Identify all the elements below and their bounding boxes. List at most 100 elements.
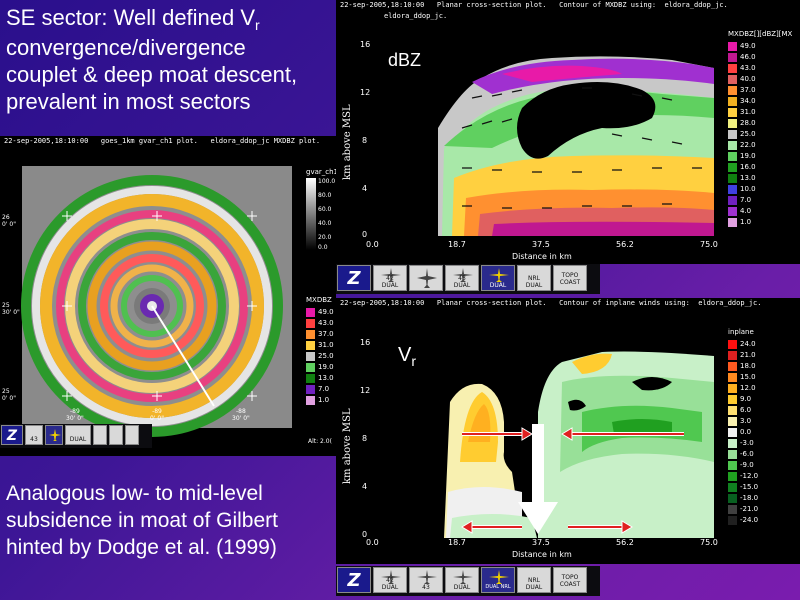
vr-legend-value: -9.0 [740, 461, 754, 469]
dbz-legend-swatch [728, 174, 737, 183]
vr-y-tick: 16 [360, 338, 371, 347]
dbz-x-tick: 37.5 [532, 240, 550, 249]
dbz-window: 22-sep-2005,18:10:00 Planar cross-sectio… [336, 0, 800, 264]
dbz-legend-swatch [728, 64, 737, 73]
plane-view-button[interactable] [409, 265, 443, 291]
vr-legend-value: 9.0 [740, 395, 752, 403]
vr-legend-value: -3.0 [740, 439, 754, 447]
plane-43-button[interactable]: 43 [409, 567, 443, 593]
dbz-legend-value: 19.0 [740, 152, 756, 160]
vr-y-tick: 0 [362, 530, 368, 539]
caption-top-line2: convergence/divergence [6, 35, 246, 60]
vr-legend-swatch [728, 472, 737, 481]
vr-legend-swatch [728, 417, 737, 426]
topo-coast-label: TOPO COAST [559, 272, 581, 286]
dual-nrl-active-button[interactable]: DUAL NRL [481, 567, 515, 593]
dbz-legend-value: 49.0 [740, 42, 756, 50]
ppi-alt-readout: Alt: 2.0( [308, 438, 332, 445]
vr-x-tick: 18.7 [448, 538, 466, 547]
ppi-dbz-legend-value: 37.0 [318, 330, 334, 338]
vr-legend-value: 3.0 [740, 417, 752, 425]
dbz-y-tick: 12 [360, 88, 371, 97]
dbz-panel-label: dBZ [388, 50, 422, 70]
vr-legend-value: 6.0 [740, 406, 752, 414]
dbz-legend-value: 10.0 [740, 185, 756, 193]
dbz-legend-swatch [728, 97, 737, 106]
ppi-dbz-legend-value: 31.0 [318, 341, 334, 349]
nrl-dual-label: NRL DUAL [525, 577, 543, 591]
dbz-legend-swatch [728, 218, 737, 227]
dbz-y-tick: 16 [360, 40, 371, 49]
ppi-tool-button[interactable] [109, 425, 123, 445]
dual-42-button[interactable]: 42 DUAL [373, 567, 407, 593]
zoom-button[interactable]: Z [337, 265, 371, 291]
plane-42-button[interactable]: 43 [25, 425, 43, 445]
nrl-dual-button[interactable]: NRL DUAL [517, 265, 551, 291]
zoom-button[interactable]: Z [1, 425, 23, 445]
vr-legend-swatch [728, 428, 737, 437]
dbz-legend-value: 34.0 [740, 97, 756, 105]
dbz-legend-swatch [728, 207, 737, 216]
caption-top: SE sector: Well defined Vr convergence/d… [6, 4, 336, 115]
ppi-dbz-legend-value: 7.0 [318, 385, 330, 393]
gvar-legend-value: 80.0 [318, 192, 332, 199]
zoom-button[interactable]: Z [337, 567, 371, 593]
dbz-legend-swatch [728, 75, 737, 84]
airplane-icon [453, 570, 473, 584]
plane-icon-button[interactable] [45, 425, 63, 445]
airplane-icon [381, 268, 401, 282]
topo-coast-label: TOPO COAST [559, 574, 581, 588]
vr-legend-swatch [728, 406, 737, 415]
vr-x-tick: 56.2 [616, 538, 634, 547]
dbz-legend-value: 25.0 [740, 130, 756, 138]
dbz-x-tick: 56.2 [616, 240, 634, 249]
dbz-legend-swatch [728, 108, 737, 117]
ppi-lon-label-1: -89 30' 0" [66, 408, 84, 422]
vr-legend-swatch [728, 505, 737, 514]
vr-legend-value: -6.0 [740, 450, 754, 458]
dbz-legend-value: 28.0 [740, 119, 756, 127]
dbz-legend-swatch [728, 141, 737, 150]
dbz-legend-value: 13.0 [740, 174, 756, 182]
dbz-legend-swatch [728, 119, 737, 128]
topo-coast-button[interactable]: TOPO COAST [553, 567, 587, 593]
dbz-window-title-2: eldora_ddop_jc. [384, 12, 448, 20]
dual-42-label: 42 DUAL [381, 275, 399, 289]
vr-legend-swatch [728, 494, 737, 503]
vr-legend-swatch [728, 461, 737, 470]
ppi-grid-button[interactable] [125, 425, 139, 445]
ppi-toolbar: Z 43 DUAL [0, 424, 152, 448]
dual-43-button[interactable]: 43 DUAL [445, 265, 479, 291]
vr-panel-label-sub: r [411, 353, 417, 369]
dbz-x-tick: 0.0 [366, 240, 379, 249]
vr-legend-value: 12.0 [740, 384, 756, 392]
vr-legend-value: 24.0 [740, 340, 756, 348]
dual-42-button[interactable]: 42 DUAL [373, 265, 407, 291]
dbz-legend-value: 16.0 [740, 163, 756, 171]
vr-legend-value: 0.0 [740, 428, 752, 436]
vr-legend-value: -12.0 [740, 472, 759, 480]
vr-legend-swatch [728, 516, 737, 525]
ppi-window-title: 22-sep-2005,18:10:00 goes_1km gvar_ch1 p… [4, 137, 321, 145]
ppi-gvar-legend: 100.0 80.0 60.0 40.0 20.0 0.0 [306, 178, 336, 251]
dbz-legend-swatch [728, 163, 737, 172]
dual-button[interactable]: DUAL [445, 567, 479, 593]
airplane-icon [417, 570, 437, 584]
nrl-dual-button[interactable]: NRL DUAL [517, 567, 551, 593]
dual-active-button[interactable]: DUAL [481, 265, 515, 291]
gvar-legend-value: 60.0 [318, 206, 332, 213]
dbz-legend-value: 22.0 [740, 141, 756, 149]
vr-legend-value: -15.0 [740, 483, 759, 491]
topo-coast-button[interactable]: TOPO COAST [553, 265, 587, 291]
ppi-window: 22-sep-2005,18:10:00 goes_1km gvar_ch1 p… [0, 136, 338, 456]
ppi-dbz-legend-value: 13.0 [318, 374, 334, 382]
airplane-icon [417, 268, 437, 288]
dual-button[interactable]: DUAL [65, 425, 91, 445]
ppi-tool-button[interactable] [93, 425, 107, 445]
vr-legend-value: 15.0 [740, 373, 756, 381]
ppi-dbz-legend-value: 1.0 [318, 396, 330, 404]
caption-top-line1: SE sector: Well defined V [6, 5, 256, 30]
gvar-legend-value: 100.0 [318, 178, 336, 185]
ppi-lat-label-2: 25 30' 0" [2, 302, 20, 316]
dual-active-label: DUAL [489, 282, 507, 289]
